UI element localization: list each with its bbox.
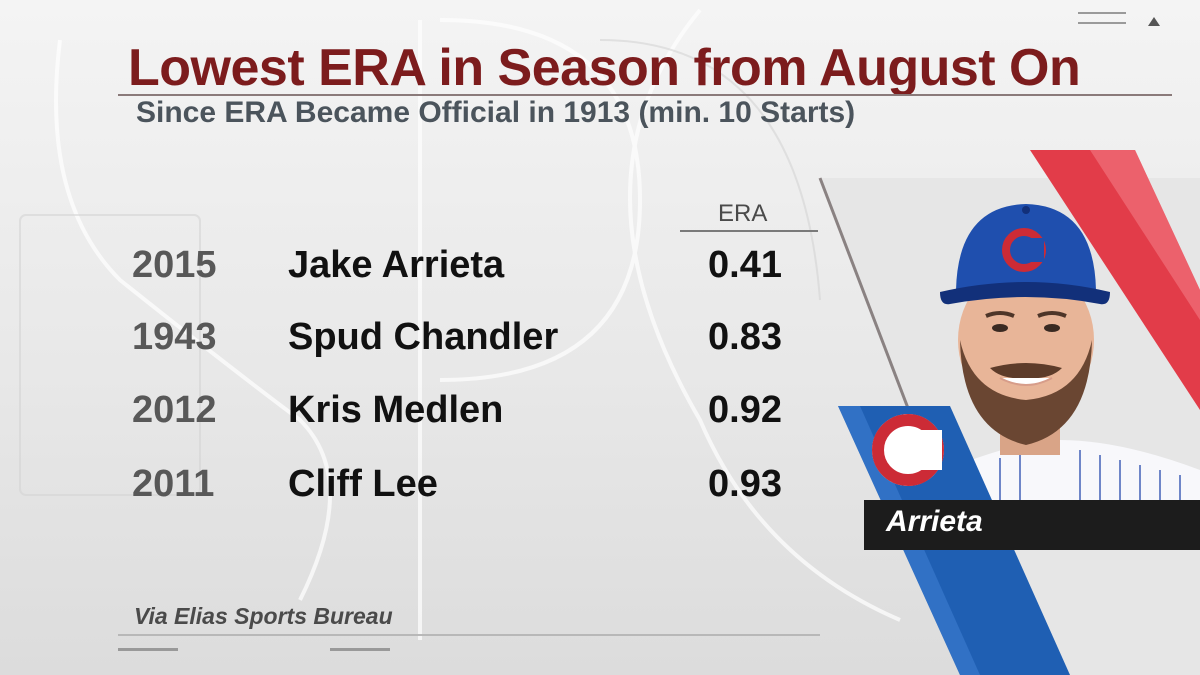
row-era: 0.41 (708, 244, 782, 286)
bottom-accent-right (330, 648, 390, 651)
table-row: 2015 Jake Arrieta 0.41 (0, 244, 820, 294)
player-name-bar (864, 500, 1200, 550)
row-year: 2015 (132, 244, 217, 286)
source-credit: Via Elias Sports Bureau (134, 603, 393, 629)
row-year: 2012 (132, 389, 217, 431)
player-name-label: Arrieta (886, 505, 983, 538)
row-era: 0.93 (708, 463, 782, 505)
caret-up-icon (1148, 17, 1160, 26)
row-era: 0.92 (708, 389, 782, 431)
menu-icon (1078, 12, 1126, 32)
page-title: Lowest ERA in Season from August On (128, 39, 1081, 97)
row-player: Kris Medlen (288, 389, 504, 431)
era-column-header: ERA (718, 200, 768, 227)
page-subtitle: Since ERA Became Official in 1913 (min. … (136, 96, 856, 129)
title-divider (118, 94, 1172, 96)
table-row: 2012 Kris Medlen 0.92 (0, 389, 820, 439)
cubs-c-logo-icon (872, 414, 944, 486)
row-player: Cliff Lee (288, 463, 438, 505)
table-row: 1943 Spud Chandler 0.83 (0, 316, 820, 366)
row-player: Spud Chandler (288, 316, 559, 358)
era-column-rule (680, 230, 818, 232)
row-year: 2011 (132, 463, 215, 505)
row-player: Jake Arrieta (288, 244, 505, 286)
source-divider (118, 634, 820, 636)
row-year: 1943 (132, 316, 217, 358)
bottom-accent-left (118, 648, 178, 651)
row-era: 0.83 (708, 316, 782, 358)
table-row: 2011 Cliff Lee 0.93 (0, 463, 820, 513)
